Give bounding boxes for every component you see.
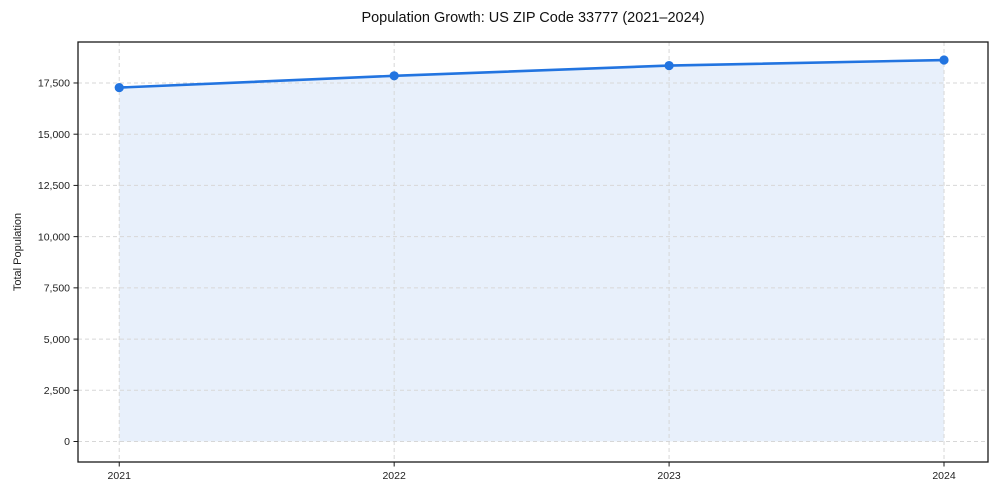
x-tick-label: 2023: [657, 470, 681, 482]
y-tick-label: 2,500: [44, 385, 70, 397]
y-tick-label: 12,500: [38, 180, 70, 192]
y-tick-label: 17,500: [38, 78, 70, 90]
data-line: [117, 58, 946, 89]
x-tick-label: 2021: [108, 470, 132, 482]
data-point-marker: [664, 60, 674, 71]
y-tick-label: 5,000: [44, 334, 70, 346]
data-point-marker: [389, 71, 399, 81]
chart-title: Population Growth: US ZIP Code 33777 (20…: [361, 10, 705, 26]
y-axis-label: Total Population: [12, 212, 24, 292]
data-point-marker: [939, 55, 949, 65]
plot-border: [77, 41, 989, 463]
y-tick-label: 0: [64, 436, 70, 448]
x-tick-label: 2024: [932, 470, 956, 482]
x-tick-label: 2022: [382, 470, 406, 482]
y-tick-label: 7,500: [44, 283, 70, 295]
area-fill: [119, 60, 945, 442]
y-tick-label: 10,000: [38, 231, 70, 243]
y-tick-label: 15,000: [38, 129, 70, 141]
data-point-marker: [114, 82, 124, 93]
